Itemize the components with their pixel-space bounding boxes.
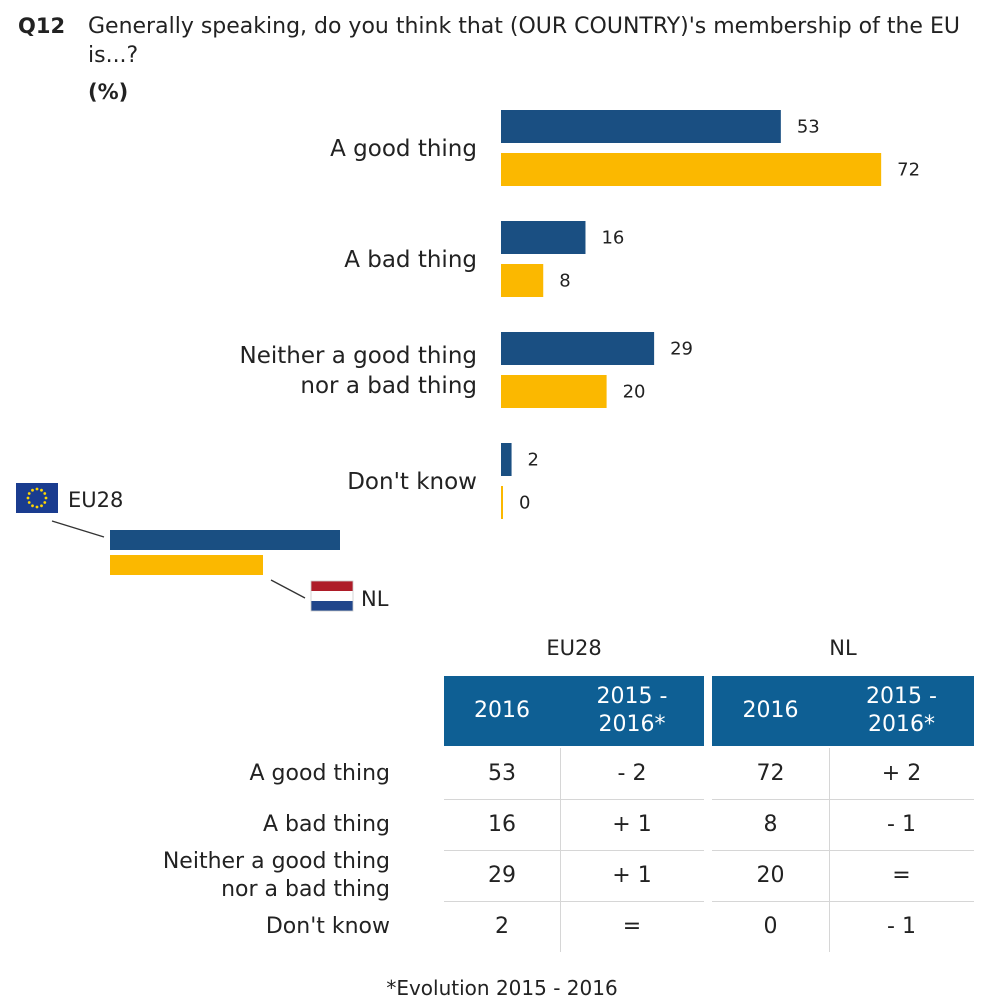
question-text: Generally speaking, do you think that (O… — [88, 14, 960, 68]
category-label: Neither a good thing — [240, 343, 477, 369]
question-code: Q12 — [18, 14, 66, 38]
bar-nl — [501, 264, 544, 297]
footnote: *Evolution 2015 - 2016 — [386, 976, 618, 1000]
table-cell: 20 — [756, 862, 785, 888]
table-cell: 8 — [763, 811, 778, 837]
table-column-header: 2015 -2016* — [560, 676, 704, 746]
table-cell: - 1 — [887, 811, 916, 837]
bar-eu28 — [501, 110, 781, 143]
table-cell: = — [622, 913, 642, 939]
legend-eu28-label: EU28 — [68, 488, 123, 512]
data-label: 53 — [797, 117, 820, 138]
table-cell: 53 — [488, 760, 516, 786]
table-divider — [712, 901, 974, 902]
category-label: A good thing — [330, 136, 477, 162]
bar-chart: A good thing 53 72 A bad thing 16 8 Neither a … — [16, 110, 920, 612]
bar-nl — [501, 375, 607, 408]
table-cell: = — [892, 862, 911, 888]
legend: EU28 NL — [16, 483, 389, 612]
table-cell: 2 — [495, 913, 509, 939]
data-label: 0 — [519, 493, 530, 514]
table-divider — [712, 850, 974, 851]
table-cell: + 2 — [881, 760, 922, 786]
data-label: 16 — [601, 228, 624, 249]
data-label: 2 — [528, 450, 539, 471]
data-label: 72 — [897, 160, 920, 181]
category-label: Don't know — [347, 469, 477, 495]
table-cell: - 1 — [887, 913, 916, 939]
data-label: 8 — [559, 271, 570, 292]
table-row-label: Don't know — [265, 913, 390, 939]
table-row-label: A bad thing — [262, 811, 390, 837]
legend-eu28-swatch — [110, 530, 340, 550]
table-divider — [444, 901, 704, 902]
table-cell: 29 — [488, 862, 516, 888]
unit-label: (%) — [88, 80, 129, 104]
table-group-header: EU28 — [546, 636, 602, 660]
table-cell: 0 — [763, 913, 778, 939]
data-label: 29 — [670, 339, 693, 360]
table-cell: 16 — [488, 811, 516, 837]
nl-flag-icon — [310, 580, 354, 612]
legend-nl-label: NL — [361, 587, 389, 611]
table-group-header: NL — [829, 636, 857, 660]
legend-nl-swatch — [110, 555, 263, 575]
legend-leader-line — [51, 520, 105, 538]
table-cell: + 1 — [612, 811, 652, 837]
table-column-header: 2016 — [444, 676, 560, 746]
table-divider — [444, 850, 704, 851]
table-row-label: Neither a good thing nor a bad thing — [162, 848, 390, 902]
legend-leader-line — [270, 579, 306, 599]
table-cell: + 1 — [612, 862, 652, 888]
bar-eu28 — [501, 443, 512, 476]
eu-flag-icon — [16, 483, 58, 513]
table-column-header: 2015 -2016* — [829, 676, 974, 746]
table-divider — [829, 748, 830, 952]
table-divider — [560, 748, 561, 952]
table-column-header: 2016 — [712, 676, 829, 746]
table-row-label: A good thing — [249, 760, 390, 786]
table-divider — [712, 799, 974, 800]
category-label: nor a bad thing — [300, 373, 477, 399]
bar-nl — [501, 153, 882, 186]
bar-eu28 — [501, 332, 655, 365]
table-divider — [444, 799, 704, 800]
bar-eu28 — [501, 221, 586, 254]
data-label: 20 — [623, 382, 646, 403]
category-label: A bad thing — [344, 247, 477, 273]
table-cell: 72 — [756, 760, 785, 786]
table-cell: - 2 — [617, 760, 647, 786]
bar-nl — [501, 486, 503, 519]
